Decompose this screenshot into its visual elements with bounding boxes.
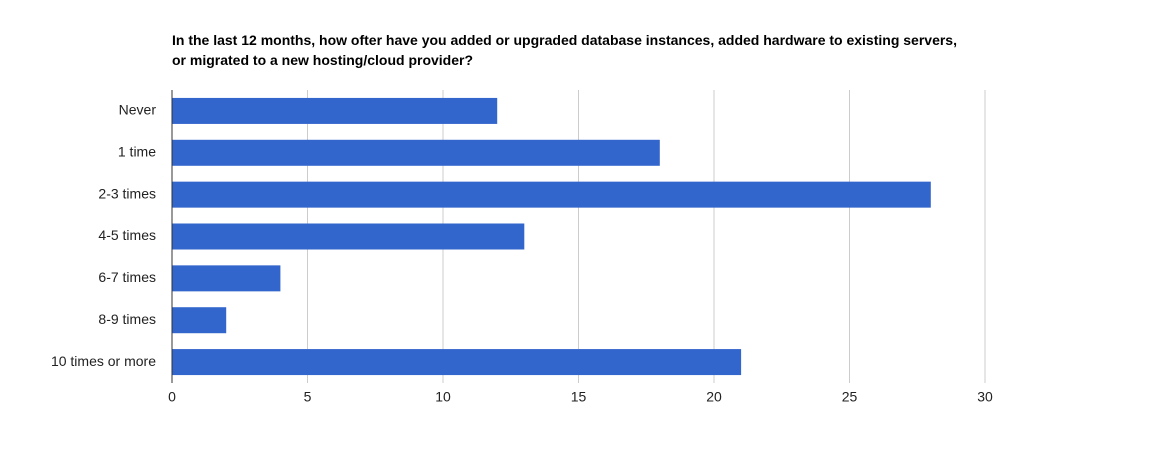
- y-tick-label: 10 times or more: [51, 353, 156, 369]
- bar: [172, 223, 525, 250]
- y-tick-label: 1 time: [118, 143, 156, 159]
- x-tick-label: 15: [571, 389, 587, 405]
- bar: [172, 307, 227, 334]
- x-tick-label: 30: [977, 389, 993, 405]
- bar: [172, 97, 498, 124]
- bar: [172, 349, 742, 376]
- bar: [172, 265, 281, 292]
- y-tick-label: 8-9 times: [98, 311, 156, 327]
- bar: [172, 139, 660, 166]
- bar: [172, 181, 931, 208]
- x-tick-label: 0: [168, 389, 176, 405]
- y-tick-label: 6-7 times: [98, 269, 156, 285]
- chart-title: In the last 12 months, how ofter have yo…: [172, 32, 957, 68]
- x-tick-label: 10: [435, 389, 451, 405]
- y-tick-label: Never: [119, 102, 157, 118]
- x-tick-label: 20: [706, 389, 722, 405]
- x-tick-label: 25: [842, 389, 858, 405]
- y-tick-label: 4-5 times: [98, 227, 156, 243]
- y-tick-label: 2-3 times: [98, 185, 156, 201]
- x-tick-label: 5: [304, 389, 312, 405]
